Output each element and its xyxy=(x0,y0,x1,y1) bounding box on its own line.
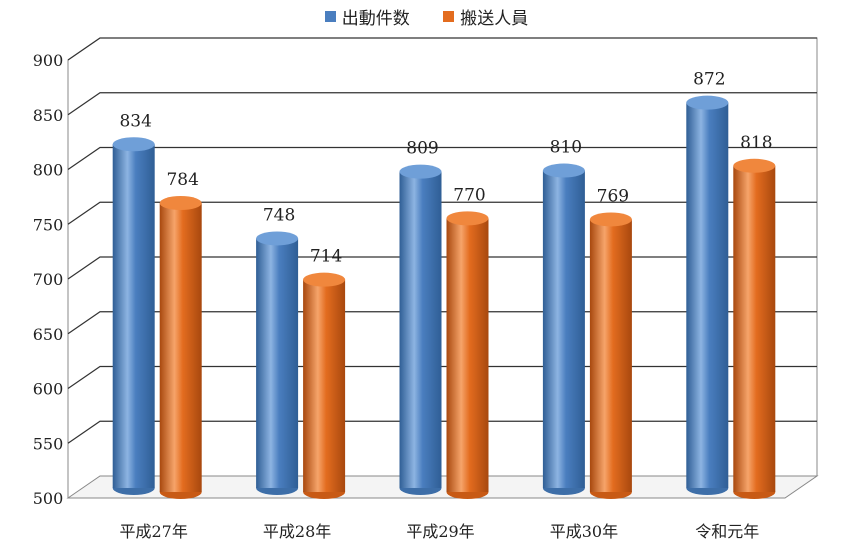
legend-label-series-2: 搬送人員 xyxy=(460,9,529,29)
data-label: 748 xyxy=(263,205,295,225)
bar xyxy=(399,164,442,495)
legend-swatch-series-2 xyxy=(443,11,455,22)
data-label: 809 xyxy=(406,139,438,159)
bar xyxy=(733,158,776,499)
bar-top xyxy=(542,163,585,178)
bar xyxy=(446,211,489,499)
y-tick-label: 700 xyxy=(33,270,64,289)
bar-body xyxy=(733,165,776,493)
bar xyxy=(303,272,346,499)
data-label: 872 xyxy=(693,70,725,90)
bar-top xyxy=(112,137,155,152)
y-tick-label: 750 xyxy=(33,215,64,234)
bar-top xyxy=(159,196,202,211)
legend: 出動件数 搬送人員 xyxy=(0,4,853,29)
data-label: 784 xyxy=(166,170,198,190)
x-tick-label: 平成28年 xyxy=(263,522,331,541)
bar-top xyxy=(446,211,489,226)
y-tick-label: 900 xyxy=(33,51,64,70)
bar-top xyxy=(256,231,299,246)
data-label: 769 xyxy=(597,186,629,206)
bar-top xyxy=(686,95,729,110)
bar-top xyxy=(303,272,346,287)
x-tick-label: 平成29年 xyxy=(406,522,474,541)
bar-body xyxy=(112,144,155,488)
bar xyxy=(256,231,299,495)
legend-item-series-1: 出動件数 xyxy=(324,4,410,29)
bar-top xyxy=(589,212,632,227)
gridline xyxy=(67,146,817,170)
bar-body xyxy=(256,238,299,488)
y-tick-label: 800 xyxy=(33,161,64,180)
gridline xyxy=(67,37,817,61)
legend-item-series-2: 搬送人員 xyxy=(443,4,528,29)
bar-body xyxy=(589,219,632,492)
y-tick-label: 600 xyxy=(33,380,64,399)
bar-body xyxy=(446,218,489,492)
bar-body xyxy=(542,170,585,489)
y-tick-label: 500 xyxy=(33,489,64,508)
bar-top xyxy=(733,158,776,173)
bar xyxy=(112,137,155,495)
bar xyxy=(159,196,202,499)
bar-body xyxy=(159,203,202,492)
legend-swatch-series-1 xyxy=(324,11,336,22)
x-tick-label: 平成27年 xyxy=(120,522,188,541)
bar xyxy=(589,212,632,499)
y-tick-label: 850 xyxy=(33,106,64,125)
x-tick-label: 平成30年 xyxy=(550,522,618,541)
x-tick-label: 令和元年 xyxy=(695,522,759,541)
data-label: 810 xyxy=(550,138,582,158)
gridline xyxy=(67,92,817,116)
bar-body xyxy=(686,102,729,488)
data-label: 714 xyxy=(310,247,342,267)
bar-body xyxy=(399,171,442,488)
data-label: 818 xyxy=(740,133,772,153)
data-label: 834 xyxy=(119,111,151,131)
bar xyxy=(542,163,585,495)
bar-body xyxy=(303,279,346,492)
bar-top xyxy=(399,164,442,179)
y-tick-label: 650 xyxy=(33,325,64,344)
legend-label-series-1: 出動件数 xyxy=(341,9,410,29)
data-label: 770 xyxy=(453,185,485,205)
y-tick-label: 550 xyxy=(33,434,64,453)
bar xyxy=(686,95,729,495)
